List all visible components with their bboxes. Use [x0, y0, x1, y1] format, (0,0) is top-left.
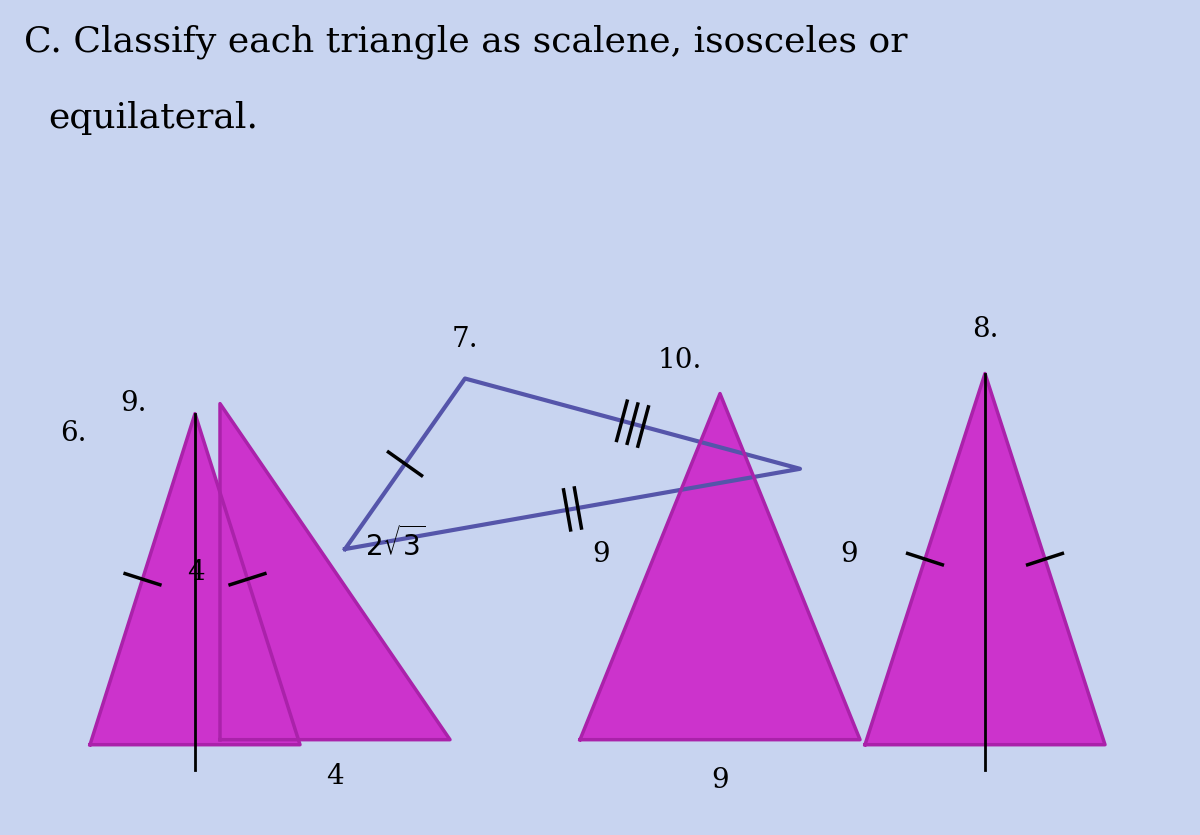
Polygon shape	[865, 373, 1105, 745]
Text: 6.: 6.	[60, 420, 86, 448]
Polygon shape	[90, 413, 300, 745]
Text: C. Classify each triangle as scalene, isosceles or: C. Classify each triangle as scalene, is…	[24, 24, 907, 59]
Text: 4: 4	[187, 559, 205, 585]
Text: 9: 9	[840, 540, 858, 568]
Text: 10.: 10.	[658, 347, 702, 373]
Text: 9: 9	[712, 767, 728, 794]
Text: 7.: 7.	[451, 326, 479, 353]
Text: 9: 9	[593, 540, 610, 568]
Text: 4: 4	[326, 762, 344, 790]
Text: $2\sqrt{3}$: $2\sqrt{3}$	[365, 526, 426, 562]
Polygon shape	[580, 393, 860, 740]
Text: 8.: 8.	[972, 316, 998, 343]
Polygon shape	[220, 403, 450, 740]
Text: equilateral.: equilateral.	[48, 101, 258, 135]
Text: 9.: 9.	[120, 390, 146, 418]
